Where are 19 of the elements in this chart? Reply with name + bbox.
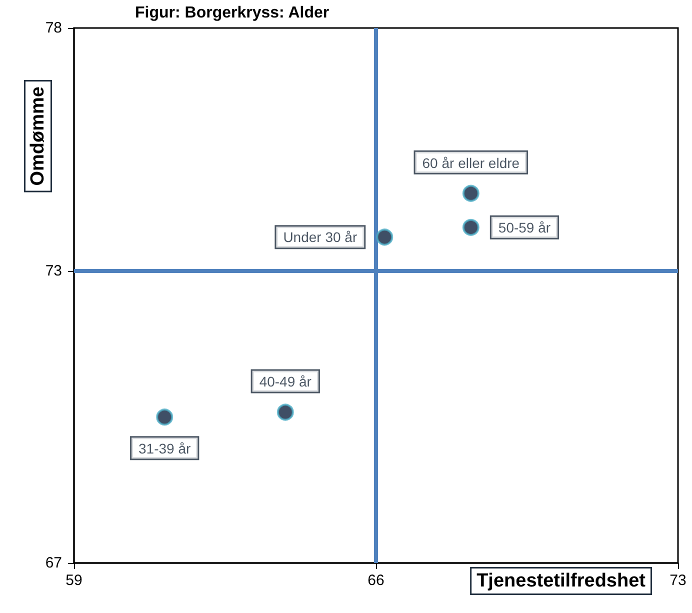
y-axis-title: Omdømme xyxy=(28,86,48,186)
series-label: 31-39 år xyxy=(138,440,192,457)
y-tick-label: 73 xyxy=(45,262,62,280)
point xyxy=(462,184,480,202)
point xyxy=(462,218,480,236)
y-tick-label: 78 xyxy=(45,20,62,36)
x-tick-label: 66 xyxy=(368,572,384,589)
x-tick-label: 59 xyxy=(66,572,82,589)
series-label: 60 år eller eldre xyxy=(422,154,520,171)
point xyxy=(156,408,174,426)
series-label: Under 30 år xyxy=(283,229,358,246)
y-tick-label: 67 xyxy=(45,554,62,572)
x-axis-title: Tjenestetilfredshet xyxy=(476,570,646,592)
point xyxy=(376,228,394,246)
series-label: 50-59 år xyxy=(498,219,551,236)
x-tick-label: 73 xyxy=(670,572,686,589)
series-label: 40-49 år xyxy=(259,374,312,390)
point xyxy=(276,404,294,421)
chart-title: Figur: Borgerkryss: Alder xyxy=(135,4,330,22)
